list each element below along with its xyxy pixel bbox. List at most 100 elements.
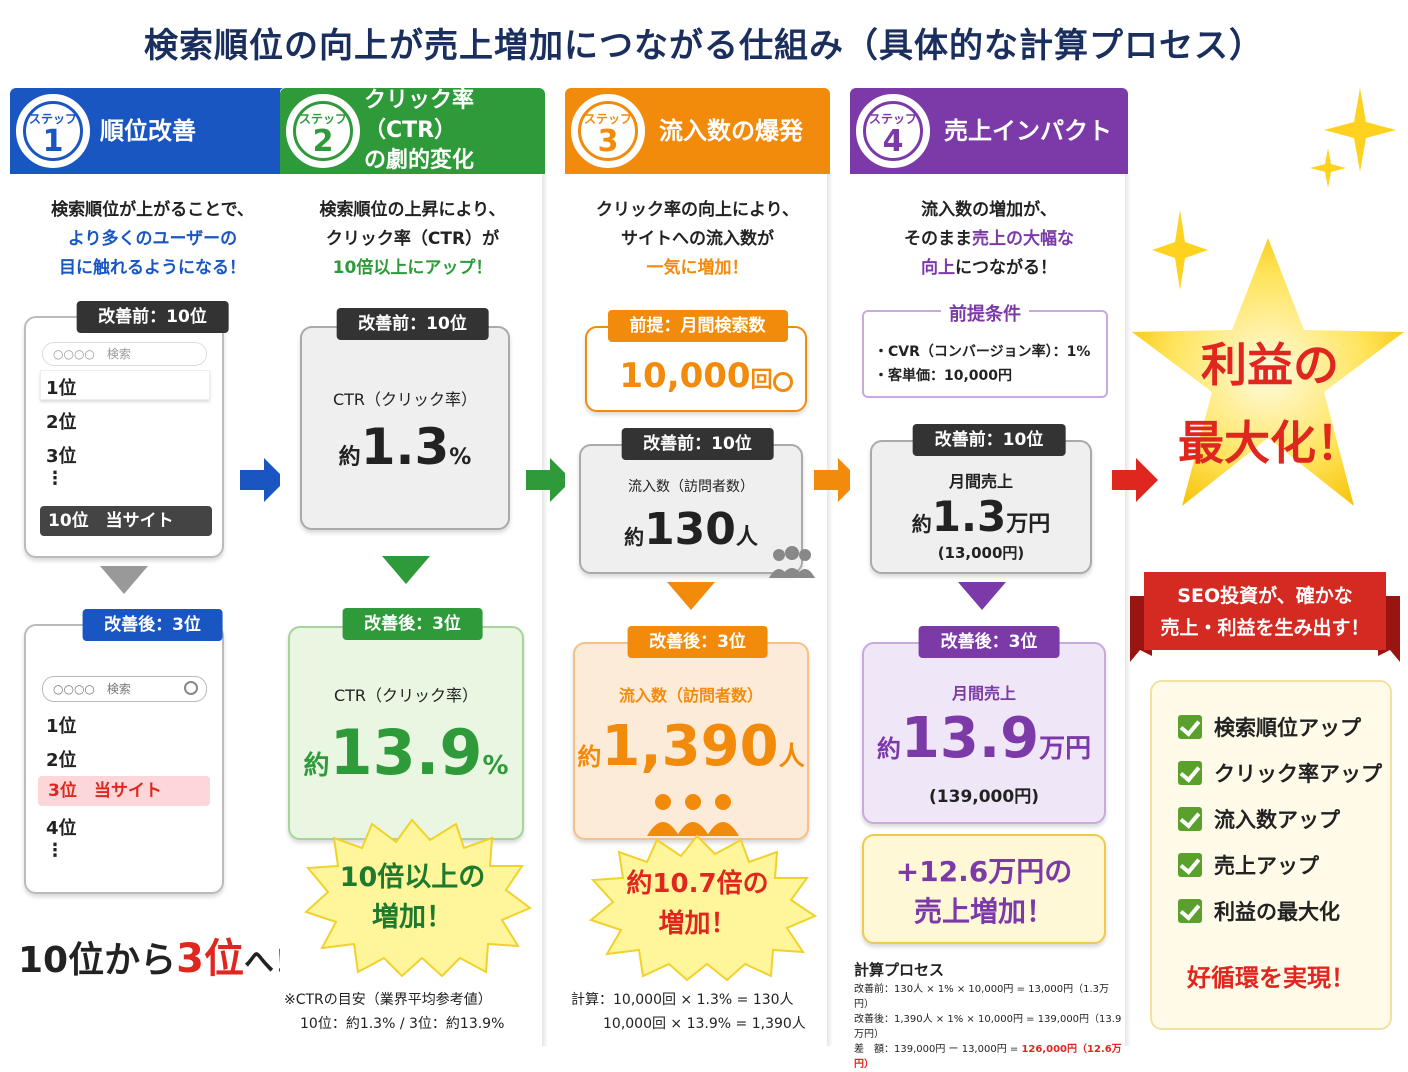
search-icon xyxy=(184,681,198,695)
step1-header: ステップ 1 順位改善 xyxy=(10,88,295,174)
step4-after-pill: 改善後：3位 xyxy=(918,626,1060,658)
step2-before-box: CTR（クリック率） 約1.3% xyxy=(300,326,510,530)
rank-item: ⋮ xyxy=(46,468,64,489)
ctr-after-value: 約13.9% xyxy=(303,716,509,789)
step3-before-box: 流入数（訪問者数） 約130人 xyxy=(579,444,815,578)
ribbon-shape xyxy=(1130,572,1400,662)
step3-title: 流入数の爆発 xyxy=(659,117,803,145)
step1-summary: 10位から3位へ！ xyxy=(18,936,304,982)
visitors-before-value: 約130人 xyxy=(624,504,758,555)
step4-conditions-box: 前提条件 ・CVR（コンバージョン率）：1% ・客単価：10,000円 xyxy=(862,304,1108,398)
rank-item: ⋮ xyxy=(46,840,64,861)
right-arrow-icon xyxy=(240,458,286,502)
check-item: 流入数アップ xyxy=(1178,804,1340,834)
search-bar: ○○○○ 検索 xyxy=(42,342,207,366)
checkmark-icon xyxy=(1178,807,1202,831)
visitors-label: 流入数（訪問者数） xyxy=(618,686,763,705)
people-icon xyxy=(769,546,815,578)
rank-item: 1位 xyxy=(46,716,77,737)
burst-shape xyxy=(304,818,532,978)
search-volume: 10,000回 xyxy=(619,356,773,396)
step1-badge: ステップ 1 xyxy=(16,94,90,168)
step3-after-box: 流入数（訪問者数） 約1,390人 xyxy=(573,642,809,840)
step4-column: ステップ 4 売上インパクト 流入数の増加が、 そのまま売上の大幅な 向上につなが… xyxy=(850,88,1131,1070)
people-icon xyxy=(647,794,739,836)
step1-after-search-results: ○○○○ 検索 1位 2位 3位 当サイト 4位 ⋮ xyxy=(24,624,224,894)
sparkle-icon xyxy=(1310,88,1396,188)
step2-after-box: CTR（クリック率） 約13.9% xyxy=(288,626,524,840)
step2-badge: ステップ 2 xyxy=(286,94,360,168)
step1-after-pill: 改善後：3位 xyxy=(82,609,223,641)
down-arrow xyxy=(667,582,715,610)
step4-title: 売上インパクト xyxy=(944,117,1112,145)
rank-item: 4位 xyxy=(46,818,77,839)
step1-title: 順位改善 xyxy=(100,117,196,145)
sales-after-value: 約13.9万円 xyxy=(876,706,1092,771)
step2-column: ステップ 2 クリック率（CTR） の劇的変化 検索順位の上昇により、 クリック率（… xyxy=(280,88,548,1046)
slogan: 好循環を実現！ xyxy=(1187,964,1355,992)
check-item: クリック率アップ xyxy=(1178,758,1382,788)
visitors-after-value: 約1,390人 xyxy=(577,714,805,779)
check-item: 売上アップ xyxy=(1178,850,1319,880)
step4-process: 計算プロセス 改善前：130人 × 1% × 10,000円 = 13,000円… xyxy=(854,961,1122,1070)
down-arrow xyxy=(100,566,148,594)
step1-column: ステップ 1 順位改善 検索順位が上がることで、 より多くのユーザーの 目に触れる… xyxy=(10,88,304,1046)
search-icon xyxy=(773,372,793,392)
right-arrow-icon xyxy=(814,458,860,502)
step2-header: ステップ 2 クリック率（CTR） の劇的変化 xyxy=(280,88,545,174)
step4-before-pill: 改善前：10位 xyxy=(912,424,1066,456)
checkmark-icon xyxy=(1178,899,1202,923)
sales-label: 月間売上 xyxy=(948,472,1013,491)
ctr-label: CTR（クリック率） xyxy=(332,390,478,409)
step2-burst-text: 10倍以上の 増加！ xyxy=(339,862,486,933)
own-site-rank: 10位 当サイト xyxy=(40,506,212,536)
rank-item: 2位 xyxy=(46,412,77,433)
step3-header: ステップ 3 流入数の爆発 xyxy=(565,88,830,174)
page-title: 検索順位の向上が売上増加につながる仕組み（具体的な計算プロセス） xyxy=(144,26,1264,66)
final-checklist: 検索順位アップ クリック率アップ 流入数アップ 売上アップ 利益の最大化 好循環… xyxy=(1150,680,1392,1030)
star-icon xyxy=(1132,238,1404,506)
right-arrow-icon xyxy=(1112,458,1158,502)
step4-header: ステップ 4 売上インパクト xyxy=(850,88,1128,174)
ctr-before-value: 約1.3% xyxy=(338,418,472,476)
own-site-rank: 3位 当サイト xyxy=(38,776,210,806)
step2-note: ※CTRの目安（業界平均参考値） 10位：約1.3% / 3位：約13.9% xyxy=(284,992,505,1032)
step3-after-pill: 改善後：3位 xyxy=(627,626,768,658)
step2-title: クリック率（CTR） の劇的変化 xyxy=(364,88,475,173)
visitors-label: 流入数（訪問者数） xyxy=(628,479,754,495)
step4-after-box: 月間売上 約13.9万円 (139,000円) xyxy=(862,642,1106,824)
step1-before-pill: 改善前：10位 xyxy=(76,301,229,333)
sales-label: 月間売上 xyxy=(951,684,1016,703)
rank-item: 2位 xyxy=(46,750,77,771)
step4-before-box: 月間売上 約1.3万円 (13,000円) xyxy=(870,440,1092,574)
check-item: 利益の最大化 xyxy=(1178,896,1340,926)
ribbon-text: SEO投資が、確かな 売上・利益を生み出す！ xyxy=(1160,585,1370,639)
search-bar: ○○○○ 検索 xyxy=(42,676,207,702)
right-arrow-icon xyxy=(526,458,572,502)
down-arrow xyxy=(382,556,430,584)
checkmark-icon xyxy=(1178,761,1202,785)
checkmark-icon xyxy=(1178,853,1202,877)
final-star-text: 利益の 最大化！ xyxy=(1178,338,1362,470)
checkmark-icon xyxy=(1178,715,1202,739)
step4-description: 流入数の増加が、 そのまま売上の大幅な 向上につながる！ xyxy=(904,200,1074,278)
down-arrow xyxy=(958,582,1006,610)
step3-badge: ステップ 3 xyxy=(571,94,645,168)
step4-result-box: +12.6万円の 売上増加！ xyxy=(862,834,1106,944)
step1-before-search-results: ○○○○ 検索 1位 2位 3位 ⋮ 10位 当サイト xyxy=(24,316,224,558)
step4-badge: ステップ 4 xyxy=(856,94,930,168)
burst-shape xyxy=(588,834,817,982)
step2-before-pill: 改善前：10位 xyxy=(336,308,489,340)
check-item: 検索順位アップ xyxy=(1178,712,1361,742)
step3-premise-box: 10,000回 xyxy=(585,326,807,412)
step3-column: ステップ 3 流入数の爆発 クリック率の向上により、 サイトへの流入数が 一気に増… xyxy=(565,88,833,1046)
ctr-label: CTR（クリック率） xyxy=(333,686,479,705)
step3-before-pill: 改善前：10位 xyxy=(621,428,774,460)
step2-description: 検索順位の上昇により、 クリック率（CTR）が 10倍以上にアップ！ xyxy=(319,200,506,278)
step3-premise-pill: 前提：月間検索数 xyxy=(607,310,788,342)
step3-description: クリック率の向上により、 サイトへの流入数が 一気に増加！ xyxy=(596,200,799,278)
step2-after-pill: 改善後：3位 xyxy=(342,608,483,640)
step3-burst-text: 約10.7倍の 増加！ xyxy=(626,869,769,939)
rank-item: 1位 xyxy=(46,378,77,399)
sparkle-icon xyxy=(1152,210,1208,290)
